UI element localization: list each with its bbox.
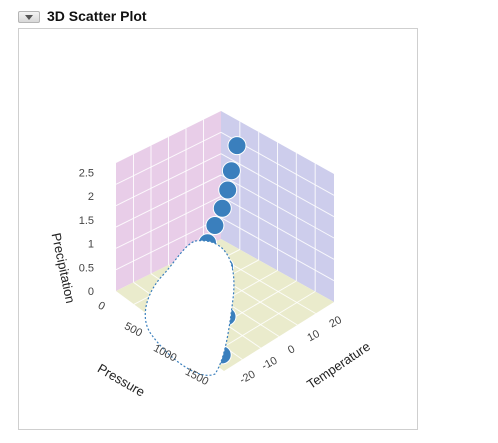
data-point bbox=[221, 161, 241, 181]
x-tick-label: 0 bbox=[96, 300, 107, 313]
grid-line bbox=[115, 174, 222, 228]
grid-line bbox=[115, 195, 222, 249]
y-tick-label: -20 bbox=[238, 368, 258, 386]
x-tick-label: 500 bbox=[122, 320, 144, 339]
grid-line bbox=[115, 131, 222, 185]
z-axis-label: Precipitation bbox=[49, 232, 79, 305]
z-tick-label: 0 bbox=[88, 286, 94, 298]
data-point bbox=[205, 216, 225, 235]
data-point bbox=[227, 136, 247, 156]
chart-title: 3D Scatter Plot bbox=[47, 8, 147, 24]
y-axis-label: Temperature bbox=[304, 339, 373, 392]
grid-line bbox=[220, 195, 335, 260]
plot-panel[interactable]: 0 0.5 1 1.5 2 2.5 0 500 1000 1500 -20 -10 0 10 20 Prec… bbox=[18, 28, 418, 430]
data-point bbox=[212, 198, 232, 218]
y-tick-label: 10 bbox=[305, 328, 321, 344]
data-point bbox=[218, 180, 238, 200]
y-tick-label: 0 bbox=[286, 343, 297, 356]
plot-grid bbox=[115, 119, 335, 360]
dense-cluster bbox=[144, 240, 235, 376]
z-tick-label: 2 bbox=[88, 191, 94, 203]
grid-line bbox=[220, 174, 335, 239]
grid-line bbox=[115, 217, 222, 271]
y-tick-label: -10 bbox=[260, 355, 280, 373]
grid-line bbox=[220, 217, 335, 282]
z-tick-label: 2.5 bbox=[79, 167, 94, 179]
z-tick-label: 0.5 bbox=[79, 262, 94, 274]
grid-line bbox=[115, 153, 222, 207]
chart-header: 3D Scatter Plot bbox=[18, 8, 420, 28]
z-tick-label: 1.5 bbox=[79, 215, 94, 227]
chevron-down-icon bbox=[25, 15, 33, 20]
grid-line bbox=[220, 153, 335, 218]
y-tick-label: 20 bbox=[327, 314, 343, 330]
dense-cluster-shape bbox=[144, 240, 235, 376]
collapse-button[interactable] bbox=[18, 11, 40, 23]
z-tick-label: 1 bbox=[88, 239, 94, 251]
x-axis-label: Pressure bbox=[95, 361, 148, 400]
